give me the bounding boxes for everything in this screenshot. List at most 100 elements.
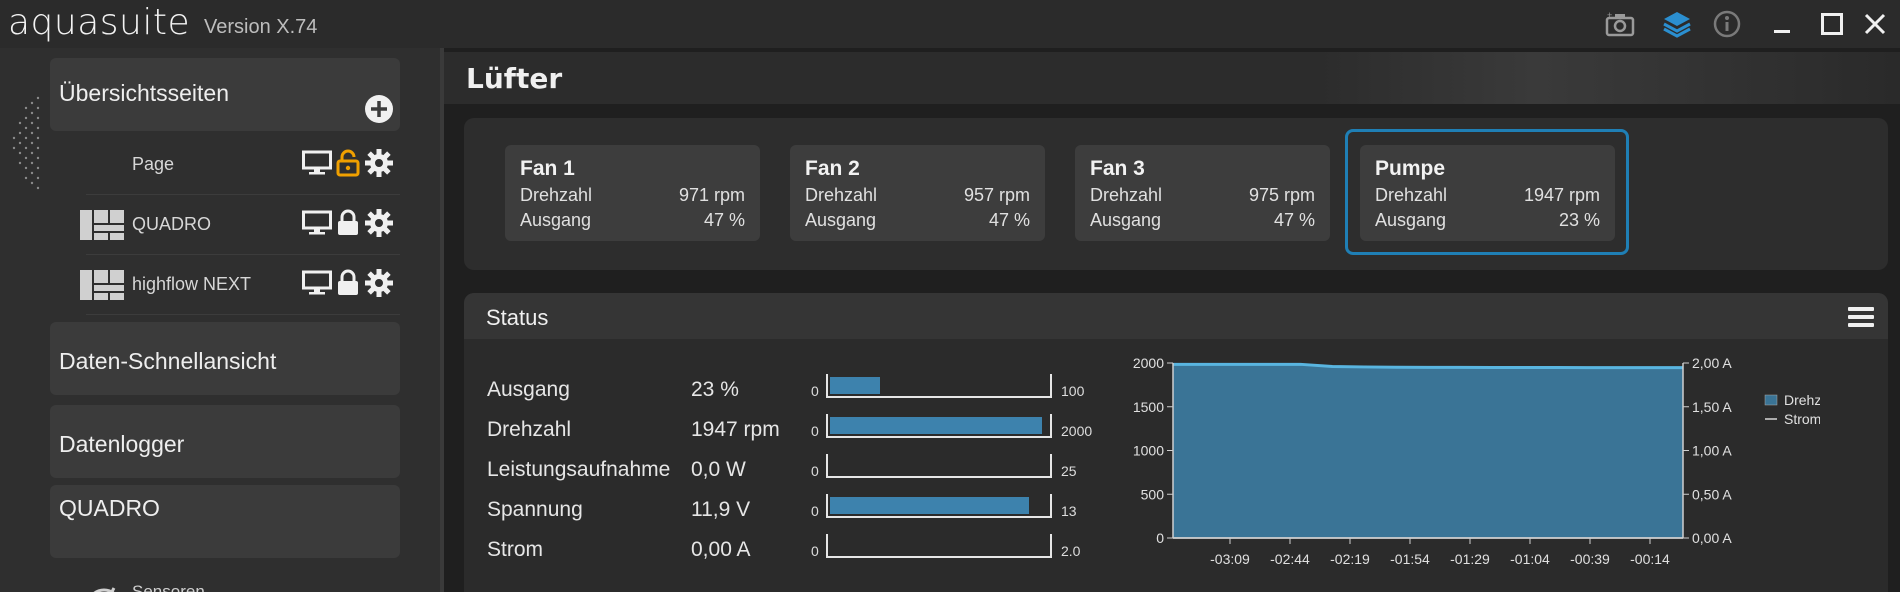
- device-section[interactable]: QUADRO: [50, 485, 400, 558]
- x-tick-label: -01:29: [1450, 551, 1490, 567]
- overview-label: Übersichtsseiten: [59, 80, 230, 106]
- status-value: 1947 rpm: [691, 418, 780, 441]
- page-item-quadro[interactable]: QUADRO: [80, 196, 400, 255]
- monitor-icon[interactable]: [302, 210, 332, 241]
- grid-icon: [80, 210, 124, 245]
- datalogger-section[interactable]: Datenlogger: [50, 405, 400, 478]
- history-chart: 0 500 1000 1500 2000 0,00 A 0,50 A 1,00 A 1,50 A…: [1133, 355, 1820, 567]
- sensors-label[interactable]: Sensoren: [132, 582, 205, 592]
- progress-bar: [826, 534, 1052, 558]
- legend-label-drehzahl: Drehzahl: [1784, 392, 1820, 408]
- progress-fill: [830, 377, 881, 394]
- page-item-page[interactable]: Page: [86, 136, 400, 195]
- status-header: Status: [464, 293, 1888, 339]
- progress-bar: [826, 454, 1052, 478]
- gear-icon[interactable]: [364, 208, 394, 243]
- speed-label: Drehzahl: [1375, 185, 1448, 205]
- x-tick-label: -02:44: [1270, 551, 1310, 567]
- status-row: Drehzahl 1947 rpm 0 2000: [487, 412, 1127, 452]
- series-line-drehzahl: [1173, 362, 1683, 370]
- output-value: 47 %: [1273, 210, 1315, 230]
- page-item-label: highflow NEXT: [132, 274, 252, 294]
- close-icon[interactable]: [1858, 8, 1892, 40]
- y-tick-label-left: 0: [1156, 530, 1164, 546]
- info-icon[interactable]: [1710, 8, 1744, 40]
- bar-max: 100: [1061, 383, 1085, 399]
- selected-card-frame: [1345, 129, 1629, 255]
- status-value: 0,0 W: [691, 458, 746, 481]
- status-value: 0,00 A: [691, 538, 751, 561]
- quickview-label: Daten-Schnellansicht: [59, 348, 277, 374]
- progress-bar: [826, 414, 1052, 438]
- output-label: Ausgang: [520, 210, 592, 230]
- overview-section[interactable]: Übersichtsseiten: [50, 58, 400, 131]
- fan-name: Pumpe: [1375, 157, 1446, 180]
- status-label: Leistungsaufnahme: [487, 458, 671, 481]
- bar-max: 25: [1061, 463, 1077, 479]
- speed-value: 1947 rpm: [1523, 185, 1600, 205]
- speed-label: Drehzahl: [805, 185, 878, 205]
- status-title: Status: [486, 305, 549, 330]
- output-value: 47 %: [703, 210, 745, 230]
- progress-fill: [830, 497, 1030, 514]
- status-label: Drehzahl: [487, 418, 572, 441]
- legend-label-strom: Strom: [1784, 411, 1820, 427]
- maximize-icon[interactable]: [1815, 8, 1849, 40]
- y-tick-label-left: 1000: [1133, 443, 1164, 459]
- progress-bar: [826, 374, 1052, 398]
- status-label: Ausgang: [487, 378, 570, 401]
- page-item-highflow[interactable]: highflow NEXT: [80, 256, 400, 315]
- minimize-icon[interactable]: [1765, 8, 1799, 40]
- gear-icon[interactable]: [364, 148, 394, 183]
- sidebar-collapse-handle[interactable]: [6, 88, 42, 198]
- gear-icon[interactable]: [364, 268, 394, 303]
- fan-card[interactable]: Fan 2 Drehzahl 957 rpm Ausgang 47 %: [790, 145, 1045, 241]
- bar-min: 0: [811, 383, 819, 399]
- camera-icon[interactable]: +: [1603, 8, 1637, 40]
- add-page-icon[interactable]: [364, 94, 394, 130]
- bar-max: 13: [1061, 503, 1077, 519]
- status-row: Leistungsaufnahme 0,0 W 0 25: [487, 452, 1127, 492]
- bar-min: 0: [811, 543, 819, 559]
- progress-bar: [826, 494, 1052, 518]
- speed-value: 971 rpm: [678, 185, 745, 205]
- title-bar: aquasuite Version X.74 +: [0, 0, 1900, 48]
- status-label: Spannung: [487, 498, 583, 521]
- status-label: Strom: [487, 538, 544, 561]
- quickview-section[interactable]: Daten-Schnellansicht: [50, 322, 400, 395]
- monitor-icon[interactable]: [302, 270, 332, 301]
- output-value: 23 %: [1558, 210, 1600, 230]
- output-label: Ausgang: [1375, 210, 1447, 230]
- x-tick-label: -00:39: [1570, 551, 1610, 567]
- bar-min: 0: [811, 463, 819, 479]
- unlocked-icon[interactable]: [336, 149, 360, 182]
- x-tick-label: -01:04: [1510, 551, 1550, 567]
- layers-icon[interactable]: [1660, 8, 1694, 40]
- sidebar-splitter[interactable]: [440, 48, 444, 592]
- bar-max: 2000: [1061, 423, 1093, 439]
- grid-icon: [80, 270, 124, 305]
- fan-card[interactable]: Fan 3 Drehzahl 975 rpm Ausgang 47 %: [1075, 145, 1330, 241]
- app-version: Version X.74: [204, 16, 318, 38]
- speed-value: 957 rpm: [963, 185, 1030, 205]
- y-tick-label-right: 1,00 A: [1692, 443, 1732, 459]
- status-value: 11,9 V: [691, 498, 751, 521]
- svg-text:+: +: [1607, 11, 1612, 20]
- fan-card[interactable]: Fan 1 Drehzahl 971 rpm Ausgang 47 %: [505, 145, 760, 241]
- menu-icon[interactable]: [1848, 307, 1874, 327]
- fan-name: Fan 3: [1090, 157, 1145, 180]
- lock-icon[interactable]: [336, 269, 360, 302]
- y-tick-label-right: 1,50 A: [1692, 399, 1732, 415]
- x-tick-label: -00:14: [1630, 551, 1670, 567]
- speed-value: 975 rpm: [1248, 185, 1315, 205]
- output-value: 47 %: [988, 210, 1030, 230]
- lock-icon[interactable]: [336, 209, 360, 242]
- x-tick-label: -01:54: [1390, 551, 1430, 567]
- x-tick-label: -03:09: [1210, 551, 1250, 567]
- output-label: Ausgang: [805, 210, 877, 230]
- page-header: Lüfter: [444, 52, 1900, 104]
- device-label: QUADRO: [59, 495, 160, 521]
- y-tick-label-left: 500: [1141, 486, 1165, 502]
- pump-card[interactable]: Pumpe Drehzahl 1947 rpm Ausgang 23 %: [1360, 145, 1615, 241]
- monitor-icon[interactable]: [302, 150, 332, 181]
